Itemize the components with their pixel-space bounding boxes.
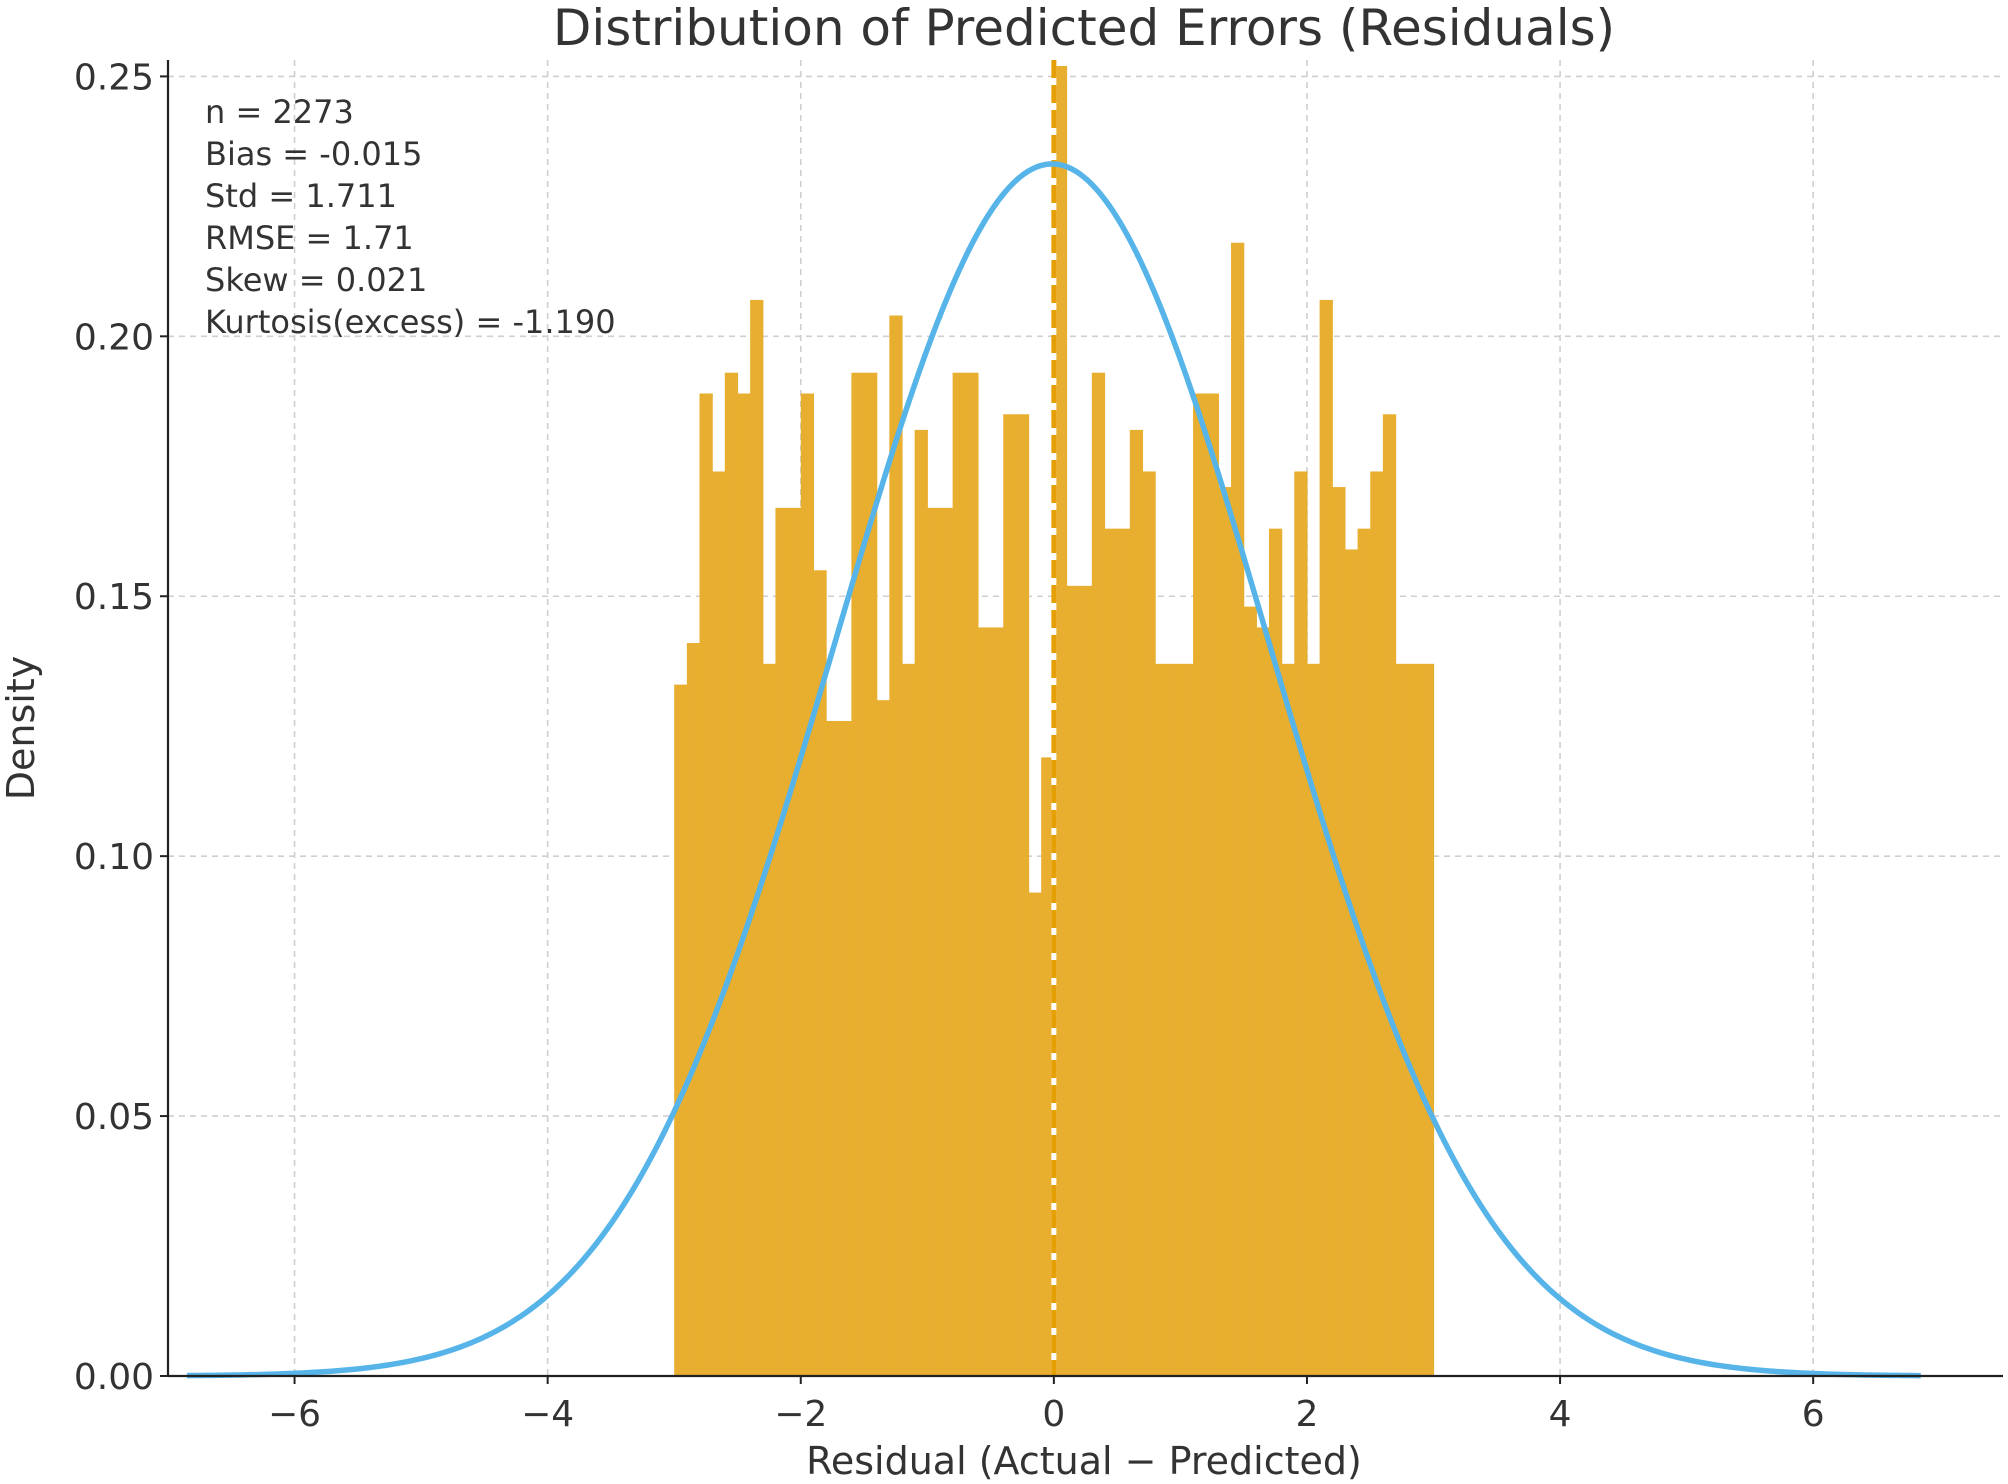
histogram-bar: [724, 372, 739, 1376]
histogram-bar: [1306, 663, 1321, 1376]
histogram-bar: [1243, 606, 1257, 1376]
y-tick-label: 0.05: [74, 1097, 154, 1138]
histogram-bar: [1408, 663, 1422, 1376]
stat-line: Kurtosis(excess) = -1.190: [205, 303, 616, 341]
histogram-bar: [1281, 663, 1295, 1376]
x-tick-label: 4: [1549, 1394, 1572, 1435]
histogram-bar: [914, 429, 928, 1376]
histogram-bar: [1003, 414, 1017, 1376]
y-axis-label: Density: [0, 656, 43, 800]
histogram-bar: [1218, 487, 1232, 1377]
histogram-bar: [977, 627, 992, 1376]
x-tick-label: 6: [1802, 1394, 1825, 1435]
histogram-bar: [889, 315, 903, 1376]
histogram-bar: [1091, 372, 1106, 1376]
y-tick-label: 0.20: [74, 317, 154, 358]
y-tick-label: 0.00: [74, 1357, 154, 1398]
histogram-bar: [990, 627, 1004, 1376]
y-tick-label: 0.10: [74, 837, 154, 878]
histogram-bar: [876, 700, 890, 1376]
fit-curve-group: [186, 161, 1921, 1379]
histogram-bar: [1041, 757, 1055, 1376]
histogram-bar: [775, 507, 789, 1376]
histogram-bar: [927, 507, 941, 1376]
stat-line: RMSE = 1.71: [205, 219, 414, 257]
histogram-bar: [800, 393, 815, 1376]
chart-title: Distribution of Predicted Errors (Residu…: [553, 0, 1615, 57]
stat-line: Bias = -0.015: [205, 135, 422, 173]
x-axis-label: Residual (Actual − Predicted): [806, 1439, 1362, 1483]
histogram-bar: [1066, 585, 1080, 1376]
histogram-bar: [674, 684, 688, 1376]
histogram-bar: [737, 393, 751, 1376]
histogram-bar: [1231, 242, 1245, 1376]
histogram-bar: [1129, 429, 1144, 1376]
histogram-bar: [1167, 663, 1182, 1376]
histogram-bar: [762, 663, 777, 1376]
histogram-bar: [826, 721, 840, 1376]
histogram-bar: [1205, 393, 1219, 1376]
histogram-bar: [1344, 549, 1359, 1376]
histogram-bar: [864, 372, 878, 1376]
histogram-bar: [1180, 663, 1194, 1376]
x-tick-label: −4: [521, 1394, 574, 1435]
y-tick-label: 0.25: [74, 57, 154, 98]
histogram-bar: [851, 372, 865, 1376]
histogram-bar: [1015, 414, 1030, 1376]
x-tick-label: 2: [1296, 1394, 1319, 1435]
histogram-bar: [750, 299, 764, 1376]
histogram-bar: [902, 663, 916, 1376]
y-axis-ticks: 0.00 0.05 0.10 0.15 0.20 0.25: [74, 57, 168, 1398]
histogram-bar: [1370, 471, 1384, 1376]
x-tick-label: −2: [774, 1394, 827, 1435]
stat-line: Std = 1.711: [205, 177, 397, 215]
stat-line: Skew = 0.021: [205, 261, 427, 299]
histogram-bar: [1104, 528, 1118, 1376]
histogram-bar: [1269, 528, 1283, 1376]
stats-annotation: n = 2273 Bias = -0.015 Std = 1.711 RMSE = 1…: [205, 93, 616, 341]
histogram-bar: [952, 372, 966, 1376]
histogram-bar: [965, 372, 979, 1376]
normal-fit-curve: [186, 161, 1921, 1379]
histogram-bar: [1142, 471, 1156, 1376]
histogram-bar: [1193, 393, 1207, 1376]
histogram-bar: [838, 721, 852, 1376]
histogram-bar: [699, 393, 713, 1376]
histogram-bar: [1079, 585, 1093, 1376]
histogram-bar: [1117, 528, 1131, 1376]
histogram-bar: [1053, 66, 1068, 1376]
histogram-bar: [1382, 414, 1397, 1376]
histogram-bar: [1420, 663, 1435, 1376]
histogram-bar: [1028, 892, 1042, 1376]
histogram-bar: [686, 643, 701, 1376]
histogram-bar: [1294, 471, 1308, 1376]
x-tick-label: 0: [1042, 1394, 1065, 1435]
histogram-bar: [712, 471, 726, 1376]
axes: [166, 60, 2003, 1378]
histogram-bar: [1395, 663, 1409, 1376]
histogram-bar: [1256, 627, 1270, 1376]
y-tick-label: 0.15: [74, 577, 154, 618]
histogram-bar: [939, 507, 954, 1376]
histogram-bars: [674, 66, 1435, 1377]
histogram-bar: [1155, 663, 1169, 1376]
x-tick-label: −6: [268, 1394, 321, 1435]
histogram-bar: [1332, 487, 1346, 1377]
histogram-bar: [813, 570, 827, 1376]
stat-line: n = 2273: [205, 93, 354, 131]
x-axis-ticks: −6 −4 −2 0 2 4 6: [268, 1376, 1825, 1435]
histogram-bar: [788, 507, 802, 1376]
